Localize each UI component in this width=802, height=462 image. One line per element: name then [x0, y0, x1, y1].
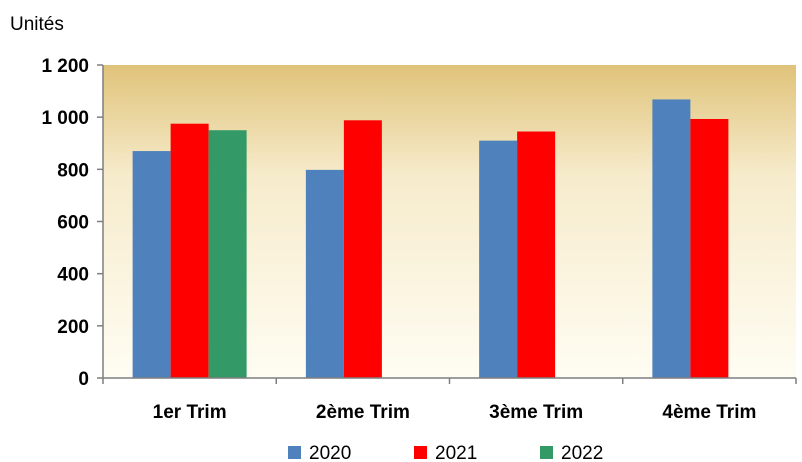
legend-swatch-2021 — [414, 446, 427, 459]
x-category-label: 2ème Trim — [316, 402, 410, 423]
y-ticks-group: 0 200 400 600 800 1 000 1 200 — [41, 56, 103, 390]
y-tick-label: 1 200 — [41, 56, 89, 77]
y-tick-label: 200 — [57, 317, 89, 338]
legend: 2020 2021 2022 — [288, 443, 603, 462]
bar-2020-4 — [652, 99, 691, 379]
bar-2020-3 — [479, 140, 518, 378]
legend-label-2022: 2022 — [561, 443, 603, 462]
legend-label-2021: 2021 — [435, 443, 477, 462]
bar-2020-1 — [132, 151, 171, 378]
bar-2021-3 — [517, 131, 556, 378]
bars-group — [132, 99, 729, 379]
legend-label-2020: 2020 — [309, 443, 351, 462]
x-categories-group: 1er Trim 2ème Trim 3ème Trim 4ème Trim — [153, 402, 757, 423]
y-tick-label: 800 — [57, 160, 89, 181]
y-tick-label: 400 — [57, 265, 89, 286]
bar-2021-2 — [343, 120, 382, 379]
legend-swatch-2022 — [540, 446, 553, 459]
bar-2021-4 — [690, 118, 729, 379]
y-tick-label: 1 000 — [41, 108, 89, 129]
x-category-label: 3ème Trim — [489, 402, 583, 423]
bar-2022-1 — [208, 130, 247, 378]
y-axis-unit-label: Unités — [10, 14, 64, 35]
legend-swatch-2020 — [288, 446, 301, 459]
y-tick-label: 0 — [78, 369, 89, 390]
y-tick-label: 600 — [57, 213, 89, 234]
x-category-label: 4ème Trim — [662, 402, 756, 423]
bar-2020-2 — [305, 169, 344, 378]
x-category-label: 1er Trim — [153, 402, 227, 423]
bar-2021-1 — [170, 123, 209, 378]
